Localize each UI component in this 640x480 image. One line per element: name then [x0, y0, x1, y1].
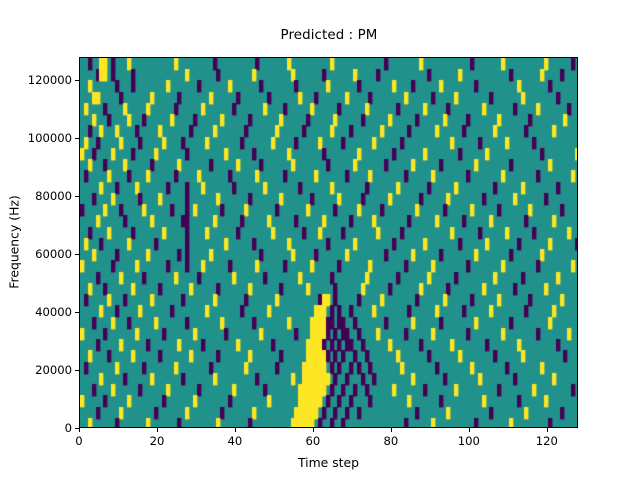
y-axis-label-wrapper: Frequency (Hz)	[7, 0, 22, 480]
heatmap-image	[80, 58, 577, 427]
y-tick-label: 80000	[35, 189, 72, 204]
x-tick-label: 80	[383, 434, 399, 448]
y-tick-label: 40000	[35, 305, 72, 320]
x-tick-mark	[234, 428, 236, 432]
x-tick-mark	[546, 428, 548, 432]
x-axis-label: Time step	[297, 455, 360, 470]
y-tick-mark	[75, 428, 79, 429]
x-tick-mark	[156, 428, 158, 432]
x-tick-mark	[312, 428, 314, 432]
y-tick-label: 20000	[35, 363, 72, 378]
x-tick-mark	[468, 428, 470, 432]
y-tick-mark	[75, 196, 79, 198]
y-tick-mark	[75, 254, 79, 256]
y-tick-mark	[75, 138, 79, 140]
page-title: Predicted : PM	[280, 28, 378, 43]
y-tick-mark	[75, 80, 79, 82]
y-tick-label: 120000	[27, 73, 72, 88]
y-tick-label: 60000	[35, 247, 72, 262]
y-tick-mark	[75, 312, 79, 314]
x-tick-label: 100	[457, 434, 480, 448]
y-tick-label: 0	[64, 421, 72, 435]
x-tick-label: 40	[227, 434, 243, 448]
x-tick-label: 20	[149, 434, 165, 448]
y-axis-label: Frequency (Hz)	[6, 195, 22, 289]
x-tick-mark	[79, 428, 80, 432]
y-tick-label: 100000	[27, 131, 72, 146]
y-tick-mark	[75, 370, 79, 372]
x-tick-mark	[390, 428, 392, 432]
x-tick-label: 0	[75, 434, 83, 448]
x-tick-label: 120	[535, 434, 558, 448]
heatmap-axes[interactable]	[79, 57, 578, 428]
x-tick-label: 60	[305, 434, 321, 448]
